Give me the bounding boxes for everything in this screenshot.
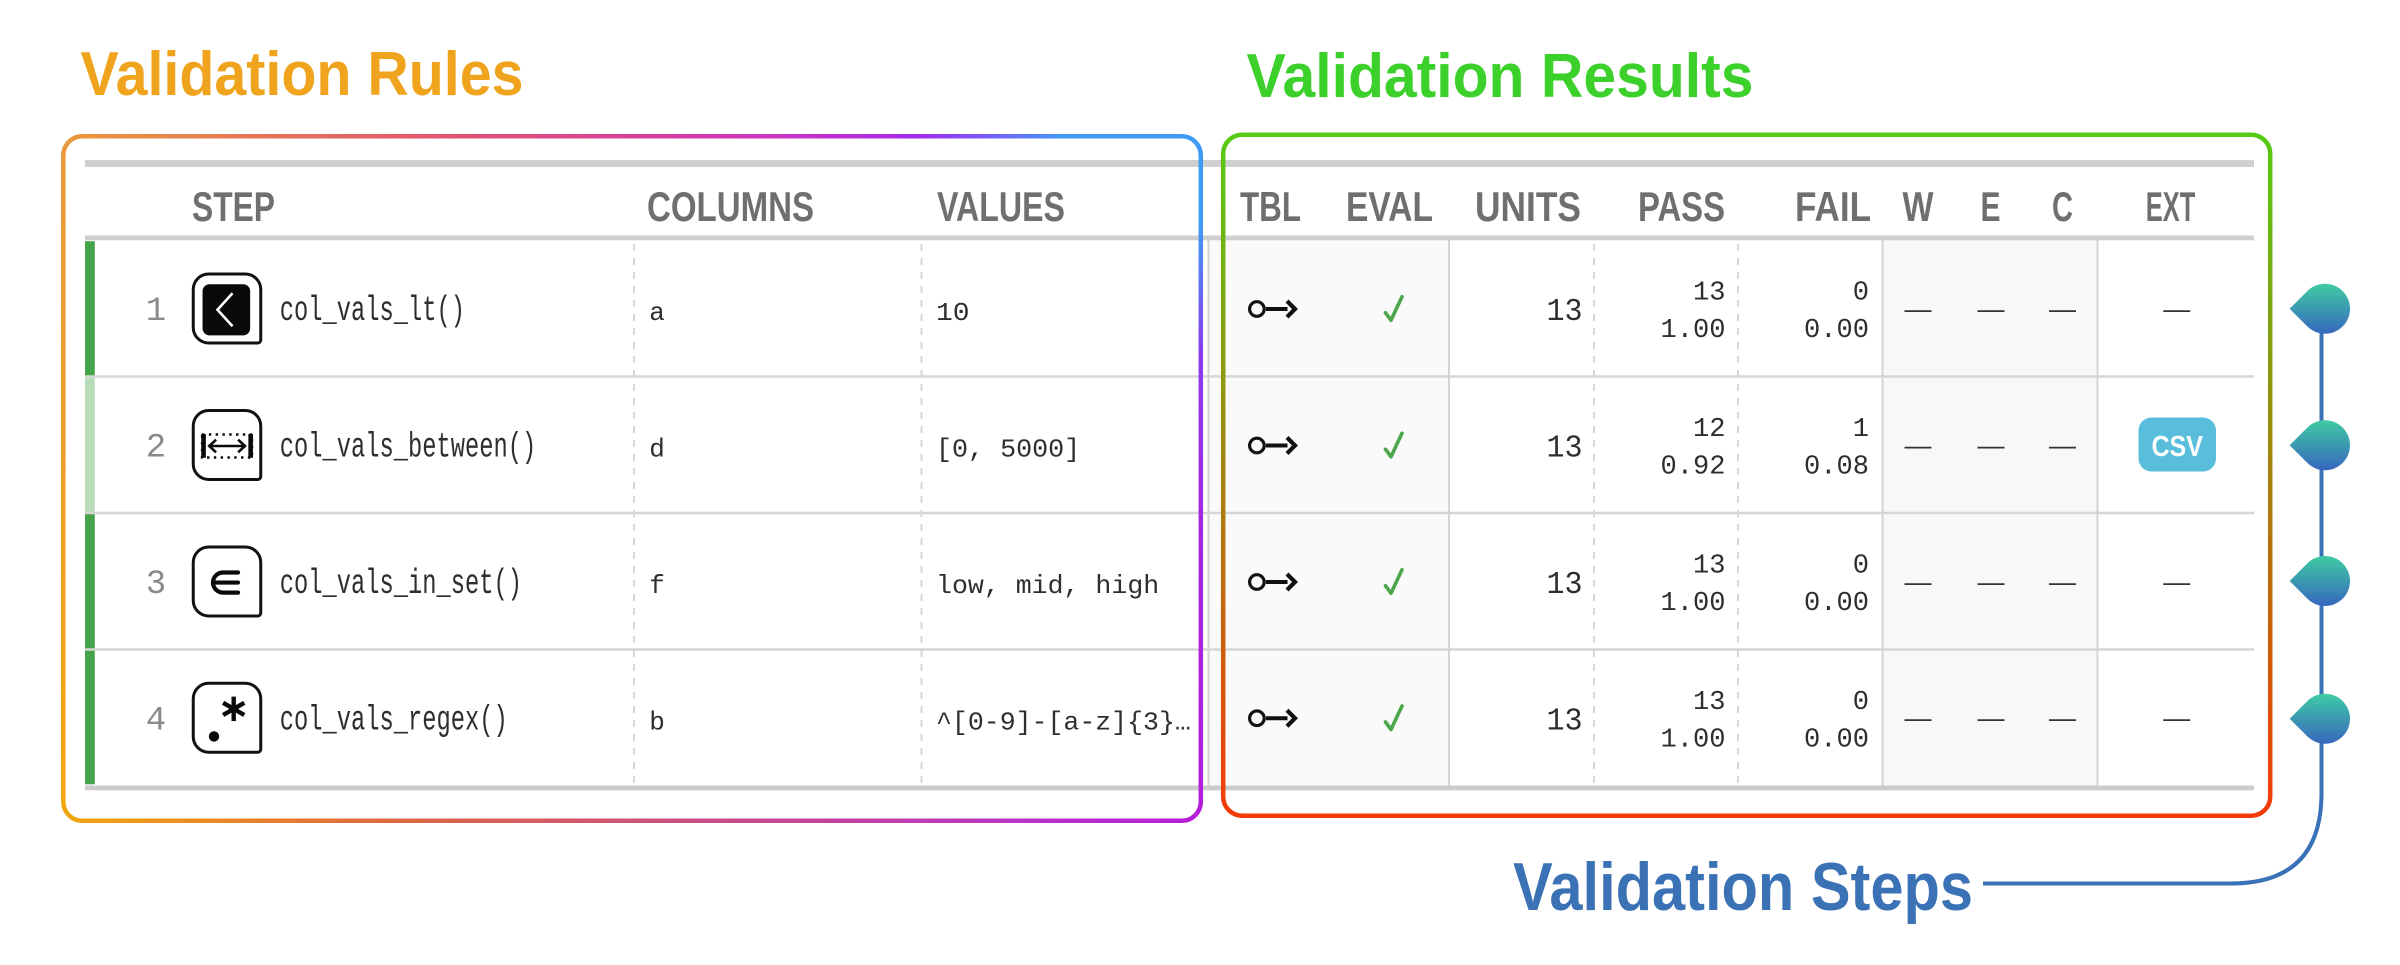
- svg-text:2: 2: [146, 430, 166, 468]
- svg-text:13: 13: [1693, 687, 1726, 717]
- svg-text:0.00: 0.00: [1804, 588, 1869, 618]
- svg-text:—: —: [2049, 430, 2076, 460]
- svg-text:Validation Steps: Validation Steps: [1513, 849, 1973, 925]
- svg-text:13: 13: [1693, 551, 1726, 581]
- svg-text:col_vals_between(): col_vals_between(): [280, 428, 537, 468]
- svg-text:13: 13: [1547, 432, 1583, 467]
- svg-text:—: —: [2049, 567, 2076, 597]
- svg-text:10: 10: [936, 298, 970, 328]
- svg-text:low, mid, high: low, mid, high: [936, 571, 1159, 601]
- svg-text:col_vals_in_set(): col_vals_in_set(): [280, 564, 522, 604]
- svg-text:—: —: [1905, 703, 1932, 733]
- svg-text:1.00: 1.00: [1661, 588, 1726, 618]
- svg-text:Validation Results: Validation Results: [1247, 42, 1754, 111]
- svg-text:13: 13: [1547, 704, 1583, 739]
- svg-text:f: f: [649, 571, 665, 601]
- svg-text:Validation Rules: Validation Rules: [81, 40, 524, 109]
- svg-text:C: C: [2052, 183, 2073, 230]
- svg-text:0.00: 0.00: [1804, 315, 1869, 345]
- svg-text:4: 4: [146, 702, 166, 740]
- svg-text:—: —: [1978, 430, 2005, 460]
- svg-text:1: 1: [146, 293, 166, 331]
- svg-text:12: 12: [1693, 414, 1726, 444]
- svg-text:STEP: STEP: [192, 183, 275, 230]
- svg-text:a: a: [649, 298, 665, 328]
- svg-text:3: 3: [146, 566, 166, 604]
- svg-text:—: —: [2049, 703, 2076, 733]
- svg-text:0.08: 0.08: [1804, 452, 1869, 482]
- svg-text:13: 13: [1547, 295, 1583, 330]
- svg-text:COLUMNS: COLUMNS: [647, 183, 814, 230]
- svg-text:—: —: [2049, 294, 2076, 324]
- svg-text:—: —: [1905, 567, 1932, 597]
- svg-text:0.00: 0.00: [1804, 724, 1869, 754]
- svg-text:CSV: CSV: [2151, 431, 2203, 463]
- svg-text:E: E: [1981, 183, 2001, 230]
- svg-text:[0, 5000]: [0, 5000]: [936, 435, 1080, 465]
- svg-text:—: —: [2163, 567, 2190, 597]
- svg-text:0.92: 0.92: [1661, 452, 1726, 482]
- svg-text:—: —: [1978, 294, 2005, 324]
- svg-text:TBL: TBL: [1240, 183, 1301, 230]
- svg-text:1.00: 1.00: [1661, 315, 1726, 345]
- svg-text:VALUES: VALUES: [937, 183, 1065, 230]
- svg-text:FAIL: FAIL: [1795, 183, 1871, 230]
- svg-text:—: —: [2163, 703, 2190, 733]
- svg-text:^[0-9]-[a-z]{3}…: ^[0-9]-[a-z]{3}…: [936, 707, 1191, 737]
- svg-text:—: —: [1905, 294, 1932, 324]
- svg-text:0: 0: [1853, 687, 1869, 717]
- svg-text:UNITS: UNITS: [1475, 183, 1581, 230]
- svg-text:0: 0: [1853, 278, 1869, 308]
- svg-text:1: 1: [1853, 414, 1869, 444]
- svg-text:col_vals_regex(): col_vals_regex(): [280, 700, 508, 740]
- svg-text:EVAL: EVAL: [1346, 183, 1433, 230]
- svg-text:13: 13: [1547, 568, 1583, 603]
- svg-text:EXT: EXT: [2146, 183, 2196, 230]
- svg-text:W: W: [1903, 183, 1934, 230]
- svg-text:b: b: [649, 707, 665, 737]
- svg-text:—: —: [1905, 430, 1932, 460]
- svg-text:—: —: [1978, 567, 2005, 597]
- svg-text:d: d: [649, 435, 665, 465]
- svg-text:—: —: [1978, 703, 2005, 733]
- svg-text:PASS: PASS: [1638, 183, 1725, 230]
- svg-text:0: 0: [1853, 551, 1869, 581]
- svg-text:—: —: [2163, 294, 2190, 324]
- svg-text:13: 13: [1693, 278, 1726, 308]
- svg-text:col_vals_lt(): col_vals_lt(): [280, 291, 465, 331]
- svg-text:1.00: 1.00: [1661, 724, 1726, 754]
